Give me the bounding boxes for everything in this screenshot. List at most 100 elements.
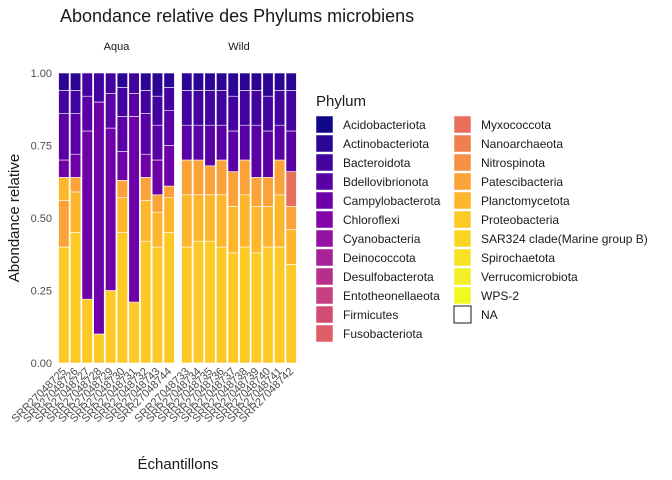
legend-item: Nanoarchaeota	[453, 134, 563, 153]
bar-segment-actinobacteriota	[216, 72, 228, 91]
bar-segment-patescibacteria	[216, 159, 228, 196]
bar-segment-proteobacteria	[239, 246, 251, 364]
bar-segment-proteobacteria	[105, 290, 117, 364]
bar-segment-proteobacteria	[262, 246, 274, 364]
legend-swatch	[453, 229, 472, 248]
bar-segment-proteobacteria	[204, 240, 216, 364]
legend-swatch	[315, 172, 334, 191]
bar-segment-bacteroidota	[181, 90, 193, 126]
bar-segment-campylobacterota	[116, 151, 128, 181]
bar-segment-patescibacteria	[58, 200, 70, 248]
bar-segment-bacteroidota	[239, 90, 251, 126]
bar-segment-planctomycetota	[227, 206, 239, 254]
legend-label: Firmicutes	[343, 308, 398, 322]
y-axis-label: Abondance relative	[6, 154, 23, 282]
bar-segment-bdellovibrionota	[163, 110, 175, 146]
bar-segment-bdellovibrionota	[250, 124, 262, 178]
bar-segment-patescibacteria	[192, 159, 204, 196]
legend-swatch	[453, 172, 472, 191]
bar-segment-bacteroidota	[93, 72, 105, 103]
bar-segment-proteobacteria	[128, 301, 140, 364]
bar-segment-patescibacteria	[262, 177, 274, 207]
bar-segment-planctomycetota	[163, 197, 175, 233]
bar-segment-campylobacterota	[105, 127, 117, 291]
bar-segment-patescibacteria	[204, 165, 216, 196]
bar-segment-bdellovibrionota	[262, 130, 274, 178]
legend-swatch	[315, 229, 334, 248]
legend-label: Planctomycetota	[481, 194, 570, 208]
y-tick-label: 0.75	[31, 141, 52, 153]
legend-label: Verrucomicrobiota	[481, 270, 578, 284]
legend-label: Cyanobacteria	[343, 232, 421, 246]
legend-swatch	[453, 267, 472, 286]
bar-SRR27048734	[192, 72, 204, 364]
bar-segment-planctomycetota	[204, 194, 216, 242]
bar-SRR27048733	[181, 72, 193, 364]
legend-label: Myxococcota	[481, 118, 551, 132]
legend-swatch	[453, 286, 472, 305]
bar-segment-patescibacteria	[140, 177, 152, 201]
bar-segment-planctomycetota	[58, 177, 70, 201]
bar-segment-campylobacterota	[163, 145, 175, 187]
legend-label: Nitrospinota	[481, 156, 545, 170]
bar-SRR27048732	[140, 72, 152, 364]
legend-item: Entotheonellaeota	[315, 286, 440, 305]
legend-item: Desulfobacterota	[315, 267, 434, 286]
bar-segment-actinobacteriota	[58, 72, 70, 91]
y-tick-label: 0.25	[31, 286, 52, 298]
bar-segment-planctomycetota	[285, 229, 297, 265]
bar-segment-patescibacteria	[227, 171, 239, 207]
bar-SRR27048744	[163, 72, 175, 364]
legend-swatch	[315, 115, 334, 134]
legend-label: Chloroflexi	[343, 213, 400, 227]
bar-segment-actinobacteriota	[250, 72, 262, 91]
bar-segment-proteobacteria	[69, 232, 82, 364]
bar-segment-actinobacteriota	[227, 72, 239, 97]
bar-segment-bacteroidota	[192, 90, 204, 126]
bar-segment-planctomycetota	[116, 197, 128, 233]
bar-segment-bacteroidota	[116, 87, 128, 117]
y-tick-label: 1.00	[31, 68, 52, 80]
legend-item: Myxococcota	[453, 115, 551, 134]
bar-segment-actinobacteriota	[192, 72, 204, 91]
legend-item: Chloroflexi	[315, 210, 400, 229]
bar-segment-patescibacteria	[163, 185, 175, 199]
bar-SRR27048740	[262, 72, 274, 364]
facet-strip-label: Aqua	[104, 41, 131, 53]
bar-segment-bacteroidota	[250, 90, 262, 126]
bar-segment-planctomycetota	[262, 206, 274, 248]
bar-SRR27048727	[81, 72, 93, 364]
legend-swatch	[453, 115, 472, 134]
bar-segment-proteobacteria	[216, 246, 228, 364]
bar-SRR27048729	[105, 72, 117, 364]
bar-segment-bdellovibrionota	[151, 124, 164, 161]
bar-segment-actinobacteriota	[151, 72, 164, 97]
y-tick-label: 0.00	[31, 358, 52, 370]
bar-segment-patescibacteria	[239, 159, 251, 196]
bar-segment-bdellovibrionota	[239, 124, 251, 161]
bar-segment-actinobacteriota	[163, 72, 175, 88]
bar-segment-bacteroidota	[227, 95, 239, 132]
legend-label: Bacteroidota	[343, 156, 411, 170]
legend-swatch	[315, 267, 334, 286]
legend-item: Bdellovibrionota	[315, 172, 429, 191]
legend-swatch	[453, 191, 472, 210]
bar-segment-bdellovibrionota	[105, 93, 117, 129]
bar-segment-patescibacteria	[250, 177, 262, 207]
bar-segment-actinobacteriota	[204, 72, 216, 91]
bar-segment-bdellovibrionota	[204, 124, 216, 167]
bar-segment-planctomycetota	[192, 194, 204, 242]
bar-segment-planctomycetota	[239, 194, 251, 248]
legend-item: Actinobacteriota	[315, 134, 429, 153]
legend-item: Acidobacteriota	[315, 115, 426, 134]
bar-segment-bacteroidota	[262, 95, 274, 132]
legend-label: Bdellovibrionota	[343, 175, 429, 189]
bar-segment-bdellovibrionota	[227, 130, 239, 172]
legend-label: Actinobacteriota	[343, 137, 429, 151]
legend-item: SAR324 clade(Marine group B)	[453, 229, 648, 248]
legend-swatch	[315, 324, 334, 343]
bar-segment-bacteroidota	[216, 90, 228, 126]
legend-item: Firmicutes	[315, 305, 398, 324]
bar-segment-campylobacterota	[93, 101, 105, 335]
bar-segment-bacteroidota	[128, 72, 140, 94]
